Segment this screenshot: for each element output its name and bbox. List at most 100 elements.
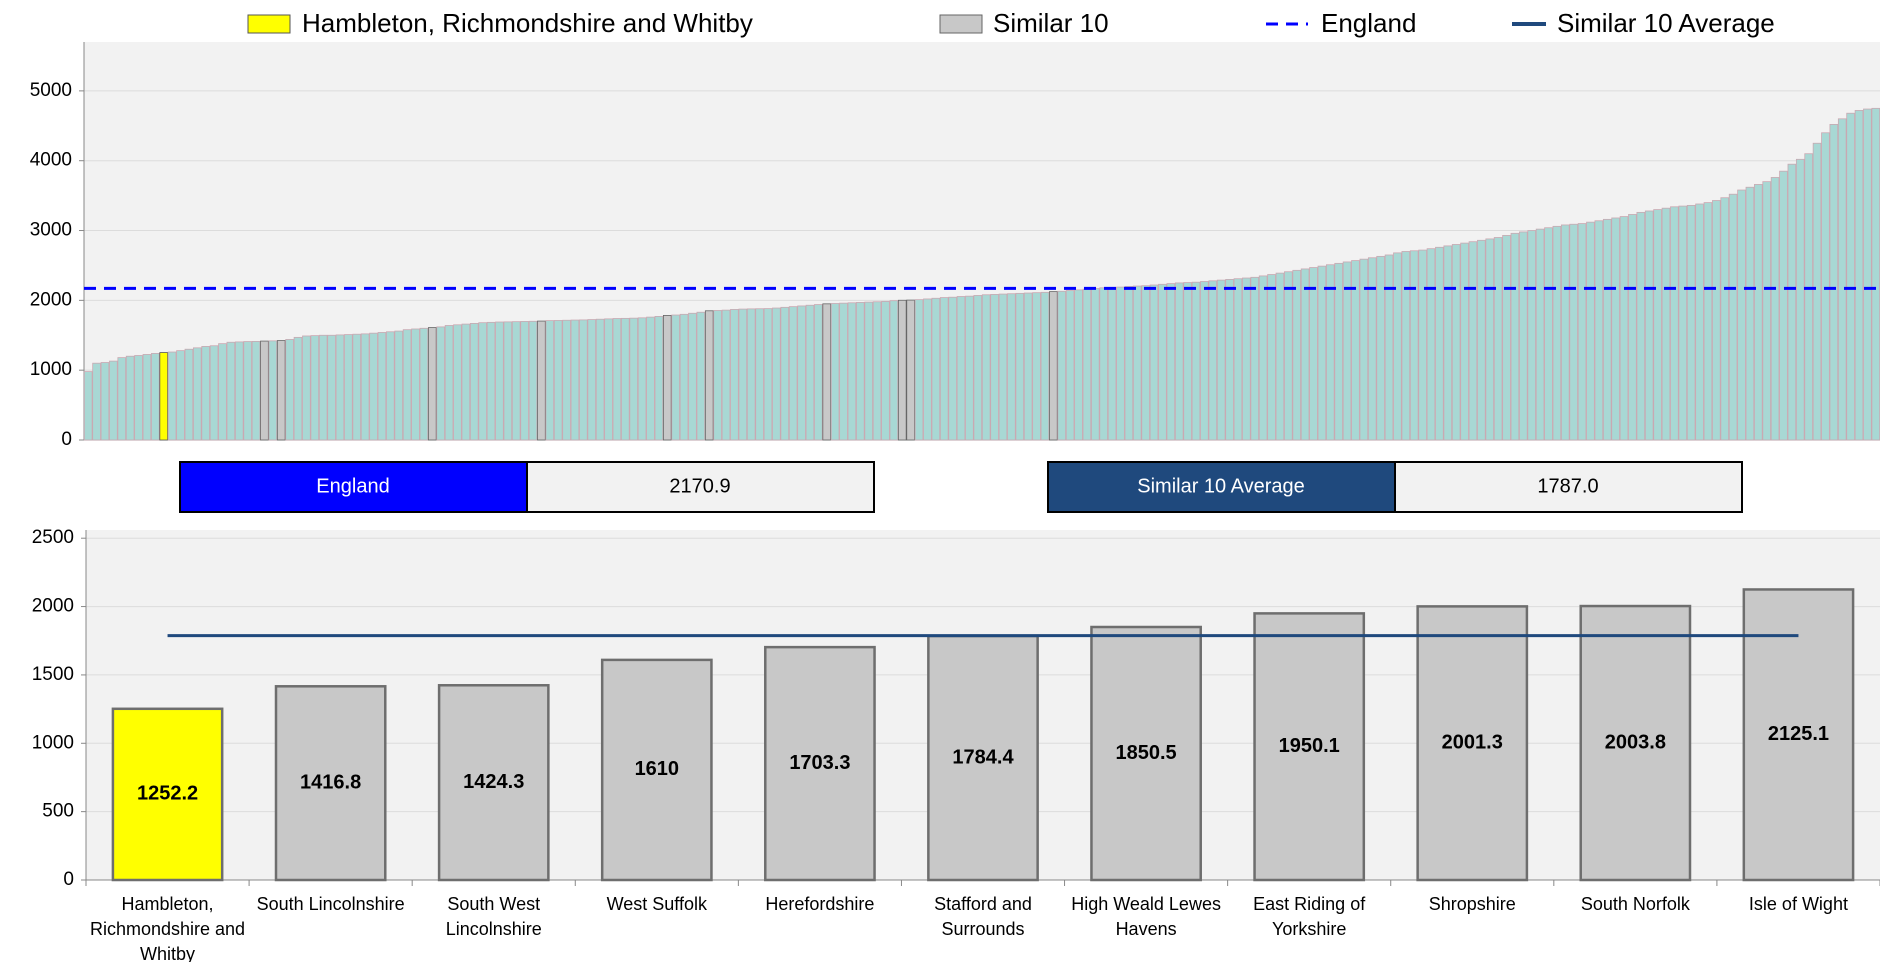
bar — [1795, 158, 1805, 441]
bar — [1754, 184, 1763, 441]
bar — [1376, 255, 1385, 441]
bar — [520, 321, 529, 441]
bar — [344, 334, 353, 441]
bar — [1065, 290, 1075, 441]
bar — [1510, 232, 1520, 441]
bar — [881, 300, 890, 441]
bar — [1779, 170, 1788, 441]
bar — [990, 294, 999, 441]
bar — [1594, 220, 1604, 441]
bar — [193, 347, 202, 441]
bar — [965, 295, 974, 441]
x-tick-label: High Weald Lewes Havens — [1071, 894, 1221, 939]
bar — [927, 634, 1039, 882]
data-label: 1416.8 — [300, 771, 361, 793]
bar — [1200, 281, 1209, 441]
bar — [805, 304, 815, 441]
legend-label: England — [1321, 8, 1416, 38]
bar — [889, 300, 899, 441]
data-label: 2003.8 — [1605, 731, 1666, 753]
bar — [92, 362, 101, 441]
bar — [377, 332, 387, 441]
summary-value: 1787.0 — [1537, 475, 1598, 497]
bar — [1745, 186, 1755, 441]
bar — [1837, 118, 1847, 441]
data-label: 1252.2 — [137, 783, 198, 805]
bar — [1703, 202, 1713, 441]
bar — [772, 307, 781, 441]
bar — [1670, 206, 1679, 441]
bar — [1762, 181, 1771, 441]
bar — [1284, 271, 1293, 441]
bar — [1678, 205, 1688, 441]
bar — [654, 316, 664, 441]
bar — [822, 303, 832, 441]
bar — [478, 322, 487, 441]
bar — [780, 306, 790, 441]
bar — [1233, 278, 1243, 441]
y-tick-label: 2000 — [30, 289, 72, 310]
bar — [201, 346, 210, 441]
summary-value-box — [1394, 461, 1743, 513]
bar — [1586, 221, 1595, 441]
bar — [1082, 288, 1092, 441]
bar — [1032, 292, 1041, 441]
bar — [111, 707, 224, 882]
bar — [553, 320, 563, 441]
summary-value: 2170.9 — [669, 475, 730, 497]
bar — [285, 339, 294, 441]
bar — [1804, 153, 1813, 441]
bar — [897, 299, 907, 441]
bar — [293, 336, 303, 441]
bar — [360, 333, 370, 441]
bar — [721, 309, 731, 441]
bar — [830, 303, 840, 441]
bar — [1309, 267, 1318, 441]
bar — [1418, 249, 1427, 441]
bar — [274, 685, 387, 882]
bar — [948, 296, 957, 441]
bar — [503, 321, 513, 441]
bar — [1577, 223, 1587, 441]
bar — [1712, 200, 1721, 441]
bar — [847, 302, 857, 441]
bar — [1367, 257, 1377, 441]
data-label: 1703.3 — [789, 752, 850, 774]
data-label: 1850.5 — [1116, 742, 1177, 764]
bar — [369, 332, 378, 441]
bar — [1485, 238, 1495, 441]
bar — [1544, 227, 1553, 441]
bar — [268, 340, 278, 441]
y-tick-label: 2000 — [32, 596, 74, 617]
y-tick-label: 500 — [42, 801, 74, 822]
y-tick-label: 4000 — [30, 150, 72, 171]
x-tick-label: South Norfolk — [1581, 894, 1691, 914]
data-label: 1424.3 — [463, 771, 524, 793]
bar — [637, 317, 647, 441]
bar — [1426, 248, 1436, 441]
bar — [125, 355, 135, 441]
y-tick-label: 1000 — [30, 359, 72, 380]
bar — [595, 318, 605, 441]
bar — [1107, 287, 1117, 441]
bar — [1443, 245, 1453, 441]
legend-swatch — [247, 14, 291, 34]
bar — [1477, 239, 1486, 441]
bar — [1174, 282, 1184, 441]
bar — [1535, 228, 1545, 441]
bar — [587, 319, 597, 441]
bar — [394, 330, 404, 441]
bar — [436, 326, 445, 441]
bar — [923, 298, 932, 441]
bar — [495, 321, 504, 441]
bar — [1686, 204, 1696, 441]
bar — [1191, 281, 1201, 441]
bar — [906, 299, 915, 441]
bar — [1829, 123, 1839, 441]
bar — [437, 684, 550, 882]
bar — [1015, 292, 1025, 441]
bar — [1099, 287, 1108, 441]
bar — [100, 362, 110, 441]
bar — [1141, 285, 1150, 441]
